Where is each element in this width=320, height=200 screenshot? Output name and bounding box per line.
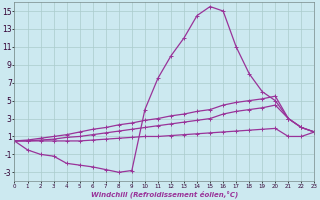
X-axis label: Windchill (Refroidissement éolien,°C): Windchill (Refroidissement éolien,°C) [91,190,238,198]
